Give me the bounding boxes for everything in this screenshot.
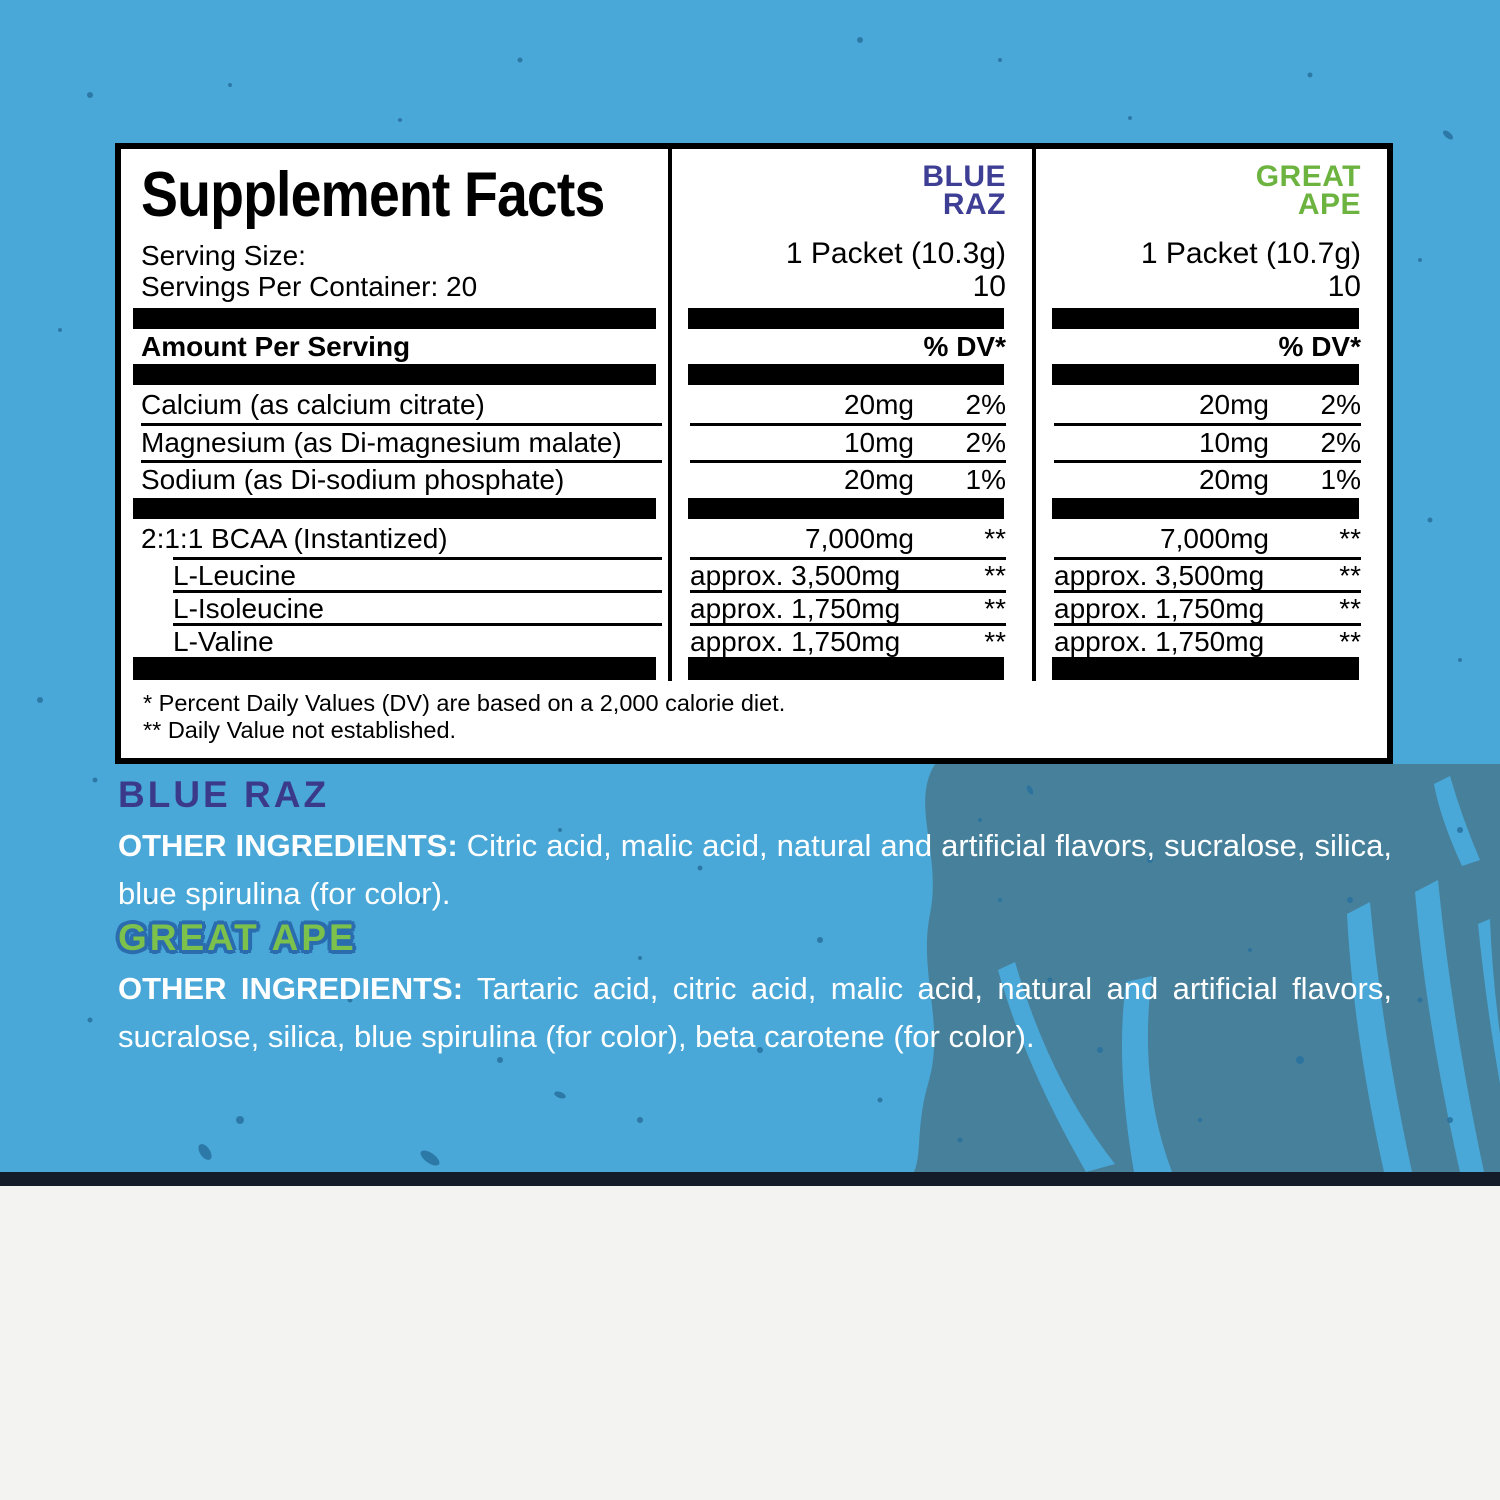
serving-info: Serving Size: Servings Per Container: 20 xyxy=(141,240,662,307)
servings-count-great-ape: 10 xyxy=(1327,270,1361,303)
serving-size-blue-raz: 1 Packet (10.3g) xyxy=(785,237,1006,270)
amount-per-serving-row: Amount Per Serving % DV* % DV* xyxy=(121,330,1387,363)
nutrient-row-l-isoleucine: L-Isoleucine approx. 1,750mg ** approx. 1… xyxy=(121,590,1387,625)
divider-bar xyxy=(121,656,1387,681)
divider-bar xyxy=(121,307,1387,330)
nutrient-row-sodium: Sodium (as Di-sodium phosphate) 20mg 1% 2… xyxy=(121,460,1387,497)
serving-size-great-ape: 1 Packet (10.7g) xyxy=(1140,237,1361,270)
blue-background: Supplement Facts Serving Size: Servings … xyxy=(37,37,1500,1172)
dv-header-great-ape: % DV* xyxy=(1278,330,1361,362)
nutrient-row-l-valine: L-Valine approx. 1,750mg ** approx. 1,750… xyxy=(121,623,1387,658)
gorilla-silhouette xyxy=(914,764,1500,1172)
servings-count-blue-raz: 10 xyxy=(972,270,1006,303)
panel-header-row: Supplement Facts Serving Size: Servings … xyxy=(121,149,1387,307)
serving-size-label: Serving Size: xyxy=(141,240,306,271)
divider-strip xyxy=(0,1172,1500,1186)
nutrient-row-l-leucine: L-Leucine approx. 3,500mg ** approx. 3,50… xyxy=(121,557,1387,592)
nutrient-row-magnesium: Magnesium (as Di-magnesium malate) 10mg 2… xyxy=(121,423,1387,460)
nutrient-row-bcaa: 2:1:1 BCAA (Instantized) 7,000mg ** 7,000… xyxy=(121,520,1387,557)
footnotes: * Percent Daily Values (DV) are based on… xyxy=(121,681,1387,758)
ingredients-heading-blue-raz: BLUE RAZ xyxy=(118,774,330,815)
ingredients-heading-great-ape: GREAT APE xyxy=(118,917,357,958)
dv-header-blue-raz: % DV* xyxy=(923,330,1006,362)
footnote-not-established: ** Daily Value not established. xyxy=(143,717,457,743)
amount-per-serving-label: Amount Per Serving xyxy=(141,330,411,362)
flavor-header-blue-raz: BLUE RAZ xyxy=(922,160,1006,221)
footnote-dv: * Percent Daily Values (DV) are based on… xyxy=(143,690,786,716)
ingredients-text-great-ape: OTHER INGREDIENTS: Tartaric acid, citric… xyxy=(118,971,1392,1054)
ingredients-text-blue-raz: OTHER INGREDIENTS: Citric acid, malic ac… xyxy=(118,828,1392,911)
ingredients-blue-raz: BLUE RAZ OTHER INGREDIENTS: Citric acid,… xyxy=(118,775,1392,918)
footer-panel: 10 BLUE RAZ(BLUE RASPBERRY) 10 xyxy=(0,1186,1500,1500)
nutrient-row-calcium: Calcium (as calcium citrate) 20mg 2% 20mg… xyxy=(121,386,1387,423)
panel-title: Supplement Facts xyxy=(141,160,605,230)
flavor-header-great-ape: GREAT APE xyxy=(1255,160,1361,221)
divider-bar xyxy=(121,363,1387,386)
servings-per-container-label: Servings Per Container: 20 xyxy=(141,271,478,302)
divider-bar xyxy=(121,497,1387,520)
supplement-facts-panel: Supplement Facts Serving Size: Servings … xyxy=(115,143,1393,764)
speckle-pattern xyxy=(37,37,1463,1166)
ingredients-great-ape: GREAT APE OTHER INGREDIENTS: Tartaric ac… xyxy=(118,918,1392,1061)
